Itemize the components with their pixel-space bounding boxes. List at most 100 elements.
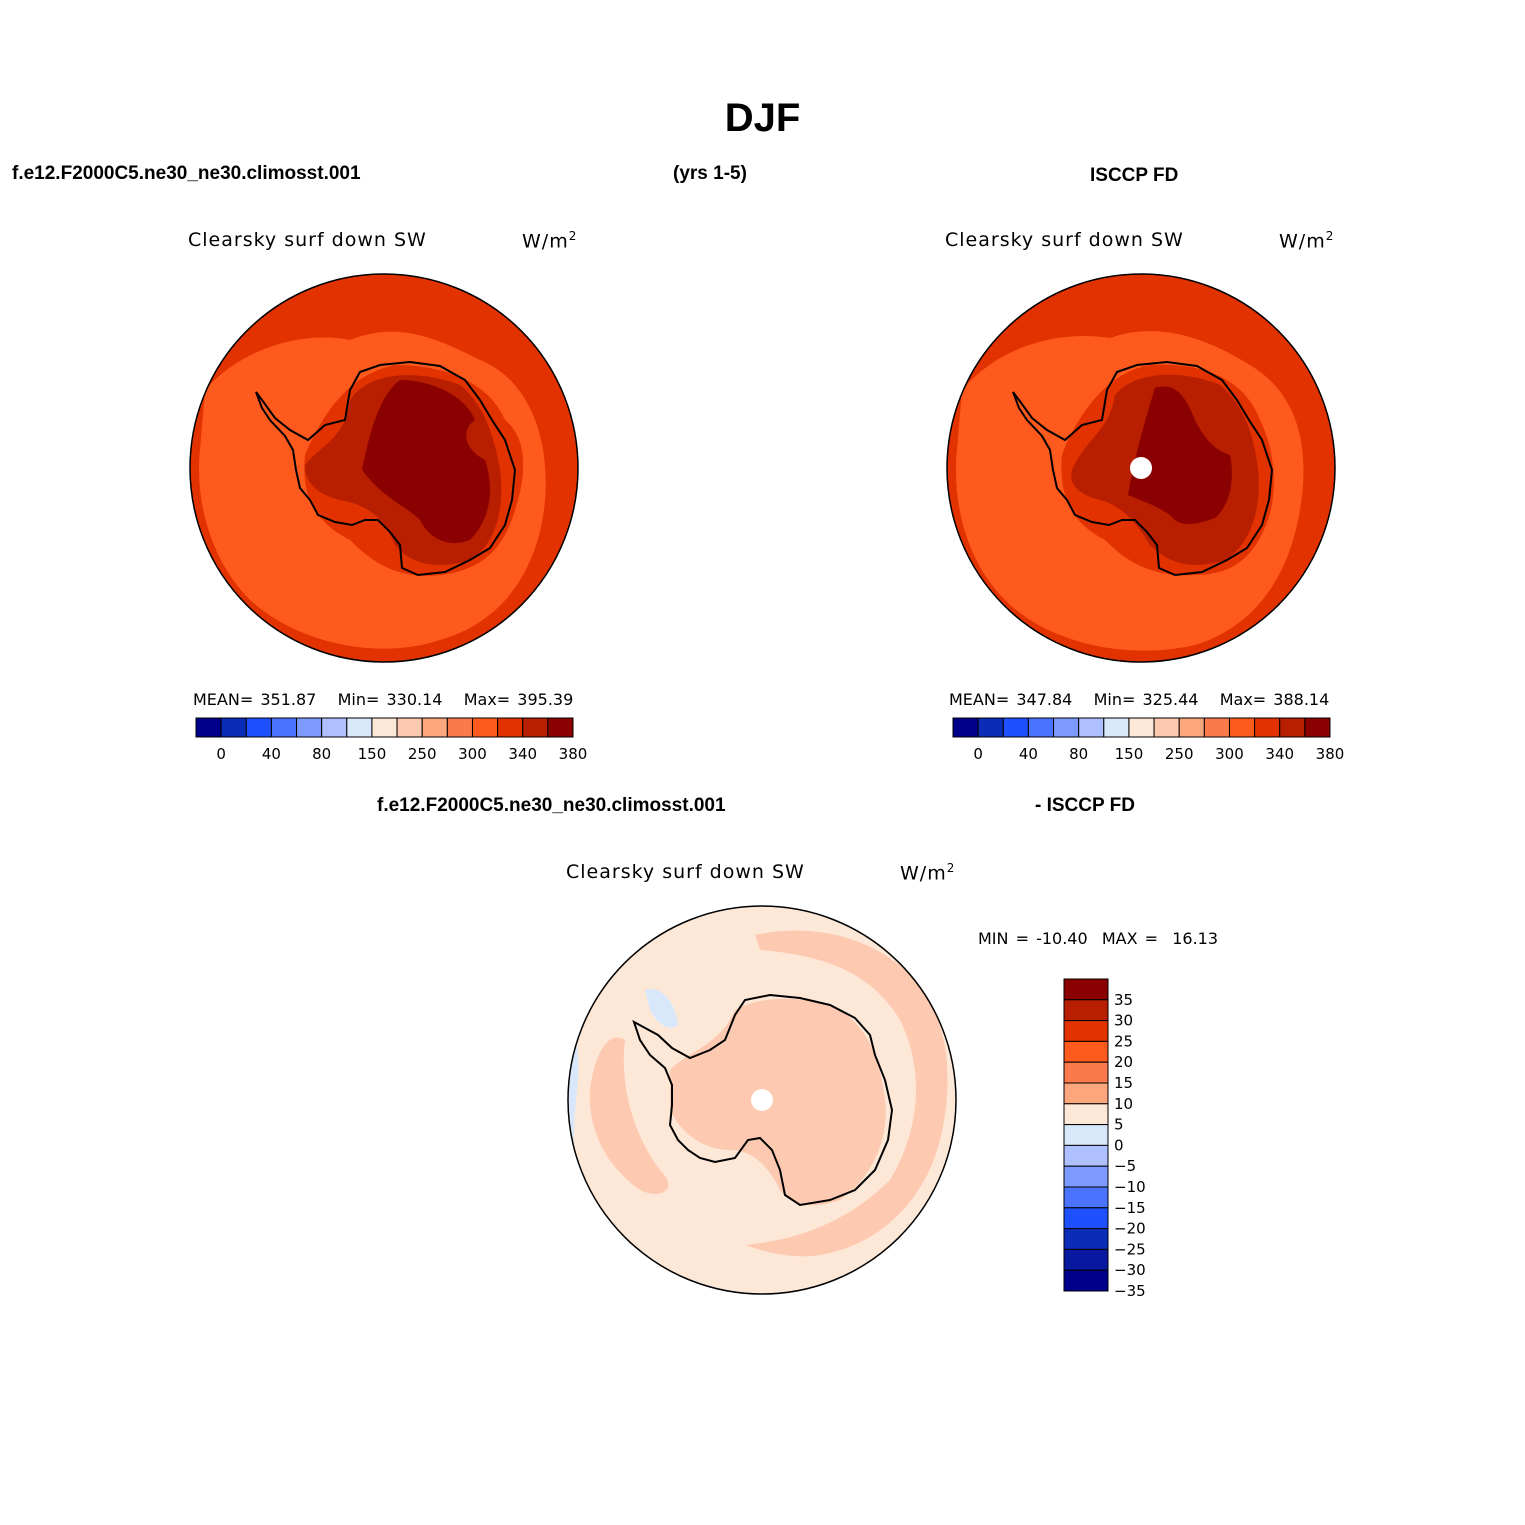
panel3-stats: MIN = -10.40 MAX = 16.13: [978, 929, 1219, 948]
panel2-colorbar-swatch: [1178, 717, 1205, 738]
panel1-colorbar-tick-label: 80: [312, 745, 331, 763]
panel1-colorbar-swatch: [220, 717, 247, 738]
panel2-colorbar-swatch: [1304, 717, 1331, 738]
panel2-map: [946, 273, 1336, 663]
case-name-header: f.e12.F2000C5.ne30_ne30.climosst.001: [12, 163, 361, 184]
panel1-colorbar-tick-label: 0: [216, 745, 226, 763]
panel1-colorbar-swatch: [547, 717, 574, 738]
panel1-colorbar-tick-label: 150: [358, 745, 387, 763]
panel2-colorbar-swatch: [1203, 717, 1230, 738]
panel3-colorbar-swatch: [1063, 1207, 1109, 1230]
panel3-colorbar-tick-label: 5: [1114, 1116, 1124, 1134]
panel2-colorbar-swatch: [977, 717, 1004, 738]
panel2-plateau: [1128, 386, 1232, 524]
panel2-map-border: [946, 273, 1336, 663]
panel3-colorbar-tick-label: 30: [1114, 1012, 1133, 1030]
panel2-colorbar-tick-label: 300: [1215, 745, 1244, 763]
panel3-colorbar-tick-label: −20: [1114, 1220, 1146, 1238]
panel2-colorbar-swatch: [1002, 717, 1029, 738]
panel3-colorbar-swatch: [1063, 1228, 1109, 1250]
panel2-colorbar-swatch: [1153, 717, 1180, 738]
panel1-colorbar-tick-label: 340: [508, 745, 537, 763]
panel1-colorbar-swatch: [471, 717, 499, 738]
panel3-positive-band-outer: [745, 930, 948, 1257]
panel1-colorbar-tick-label: 40: [262, 745, 281, 763]
figure-title: DJF: [724, 96, 801, 140]
panel1-colorbar-swatch: [245, 717, 272, 738]
panel2-colorbar-swatch: [1103, 717, 1130, 738]
panel2-colorbar-tick-label: 340: [1265, 745, 1294, 763]
panel3-colorbar-swatch: [1063, 1020, 1109, 1042]
panel3-colorbar-tick-label: −5: [1114, 1157, 1136, 1175]
panel2-antarctica-coastline: [1012, 360, 1274, 577]
panel3-map-border: [567, 905, 957, 1295]
diff-case-header: f.e12.F2000C5.ne30_ne30.climosst.001: [377, 795, 726, 816]
panel2-colorbar: 0 40 80 150 250 300 340 380: [952, 717, 1345, 763]
panel3-colorbar-swatch: [1063, 1040, 1109, 1063]
panel2-colorbar-tick-label: 380: [1316, 745, 1345, 763]
panel2-colorbar-tick-label: 250: [1165, 745, 1194, 763]
panel1-stats: MEAN= 351.87 Min= 330.14 Max= 395.39: [193, 690, 574, 709]
panel3-colorbar-tick-label: −15: [1114, 1199, 1146, 1217]
panel3-colorbar-swatch: [1063, 978, 1109, 1001]
panel1-colorbar-swatch: [446, 717, 473, 738]
panel1-colorbar-swatch: [522, 717, 549, 738]
panel3-colorbar-tick-label: −25: [1114, 1240, 1146, 1258]
panel3-positive-continent: [670, 998, 886, 1206]
panel2-stats: MEAN= 347.84 Min= 325.44 Max= 388.14: [949, 690, 1330, 709]
panel1-colorbar-swatch: [396, 717, 423, 738]
panel3-antarctica-coastline: [632, 993, 894, 1207]
panel3-colorbar-tick-label: 20: [1114, 1053, 1133, 1071]
panel2-units: W/m2: [1279, 229, 1335, 253]
panel2-colorbar-tick-label: 150: [1115, 745, 1144, 763]
panel3-colorbar-swatch: [1063, 1124, 1109, 1146]
panel3-variable-title: Clearsky surf down SW: [566, 861, 805, 883]
panel1-colorbar-swatch: [497, 717, 524, 738]
panel1-colorbar-swatch: [296, 717, 323, 738]
panel3-colorbar-swatch: [1063, 1248, 1109, 1271]
panel2-colorbar-tick-label: 80: [1069, 745, 1088, 763]
panel2-pole-mask: [1130, 457, 1152, 479]
panel3-colorbar-tick-label: 15: [1114, 1074, 1133, 1092]
panel1-colorbar-swatch: [371, 717, 398, 738]
panel3-colorbar-swatch: [1063, 999, 1109, 1022]
panel2-colorbar-swatch: [1254, 717, 1281, 738]
panel1-map: [189, 273, 579, 663]
panel3-colorbar-tick-label: −30: [1114, 1261, 1146, 1279]
panel1-units: W/m2: [522, 229, 578, 253]
panel3-units: W/m2: [900, 861, 956, 885]
panel2-colorbar-swatch: [1279, 717, 1306, 738]
panel1-colorbar-swatch: [421, 717, 448, 738]
panel2-colorbar-swatch: [1128, 717, 1155, 738]
panel1-variable-title: Clearsky surf down SW: [188, 229, 427, 251]
panel3-colorbar-swatch: [1063, 1144, 1109, 1167]
panel3-negative-west: [645, 989, 678, 1028]
panel1-colorbar-swatch: [346, 717, 373, 738]
panel3-colorbar-tick-label: 0: [1114, 1136, 1124, 1154]
panel3-colorbar-swatch: [1063, 1061, 1109, 1084]
panel3-colorbar-swatch: [1063, 1082, 1109, 1105]
panel1-plateau: [362, 380, 490, 544]
panel3-positive-band-west: [589, 1037, 669, 1194]
panel3-pole-mask: [751, 1089, 773, 1111]
panel3-colorbar-tick-label: −35: [1114, 1282, 1146, 1300]
panel1-map-border: [189, 273, 579, 663]
obs-name-header: ISCCP FD: [1090, 165, 1179, 186]
panel3-colorbar-swatch: [1063, 1165, 1109, 1188]
panel3-colorbar-swatch: [1063, 1186, 1109, 1209]
panel3-colorbar-tick-label: 35: [1114, 991, 1133, 1009]
panel3-colorbar-tick-label: −10: [1114, 1178, 1146, 1196]
diff-obs-header: - ISCCP FD: [1035, 795, 1135, 816]
panel3-colorbar-swatch: [1063, 1269, 1109, 1292]
panel2-colorbar-tick-label: 40: [1019, 745, 1038, 763]
panel3-colorbar-swatch: [1063, 1103, 1109, 1126]
panel3-colorbar: 35 30 25 20 15 10 5 0 −5 −10 −15 −20 −25 −30 −35: [1063, 978, 1146, 1300]
panel3-colorbar-tick-label: 10: [1114, 1095, 1133, 1113]
panel1-colorbar-tick-label: 300: [458, 745, 487, 763]
panel1-colorbar-swatch: [195, 717, 222, 738]
panel1-colorbar-tick-label: 250: [408, 745, 437, 763]
panel2-colorbar-swatch: [1053, 717, 1080, 738]
panel1-antarctica-coastline: [255, 360, 517, 577]
